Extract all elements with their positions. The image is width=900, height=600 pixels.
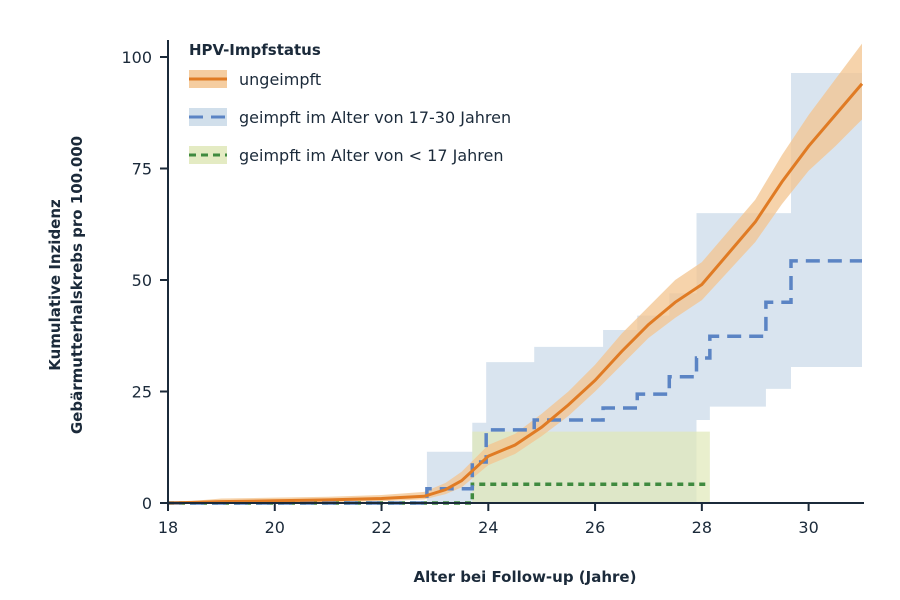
y-tick-label: 50	[132, 271, 152, 290]
legend-swatch-band	[189, 108, 227, 126]
y-tick-label: 75	[132, 160, 152, 179]
series-lines	[167, 82, 864, 505]
x-tick-label: 30	[798, 518, 818, 537]
x-tick-label: 26	[585, 518, 605, 537]
y-axis-label-line2: Gebärmutterhalskrebs pro 100.000	[68, 136, 86, 434]
y-tick-label: 100	[121, 48, 152, 67]
ci-band-series-0	[168, 43, 862, 504]
line-series-0	[167, 82, 864, 505]
x-tick-label: 20	[265, 518, 285, 537]
x-tick-label: 22	[371, 518, 391, 537]
ci-band-series-2	[168, 431, 710, 503]
legend: HPV-Impfstatus ungeimpft geimpft im Alter…	[189, 41, 511, 165]
line-series-2	[168, 482, 710, 505]
y-tick-label: 0	[142, 494, 152, 513]
legend-label-series-2: geimpft im Alter von < 17 Jahren	[239, 146, 503, 165]
legend-title: HPV-Impfstatus	[189, 41, 321, 59]
axes	[167, 40, 864, 504]
legend-label-series-1: geimpft im Alter von 17-30 Jahren	[239, 108, 511, 127]
x-tick-label: 18	[158, 518, 178, 537]
y-axis-label-line1: Kumulative Inzidenz	[46, 199, 64, 371]
line-series-1	[168, 259, 862, 505]
ci-band-series-1	[168, 73, 862, 503]
x-tick-label: 24	[478, 518, 498, 537]
x-tick-label: 28	[692, 518, 712, 537]
confidence-bands	[168, 43, 862, 504]
y-axis-label: Kumulative Inzidenz Gebärmutterhalskrebs…	[46, 136, 86, 434]
x-axis-label: Alter bei Follow-up (Jahre)	[414, 568, 637, 586]
ticks: 18 20 22 24 26 28 30 0 25 50 75 100	[121, 48, 818, 537]
legend-label-series-0: ungeimpft	[239, 70, 321, 89]
y-tick-label: 25	[132, 383, 152, 402]
